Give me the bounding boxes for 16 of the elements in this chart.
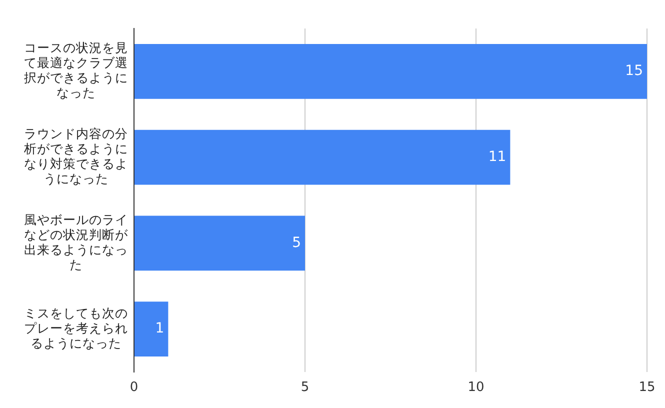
data-label: 5 [292,234,301,251]
y-tick-label: コースの状況を見て最適なクラブ選択ができるようになった [24,40,128,100]
y-tick-label: 風やボールのライなどの状況判断が出来るようになった [24,212,129,272]
bar [134,302,168,357]
x-tick-label: 5 [300,380,310,396]
x-tick-label: 10 [468,380,484,396]
data-label: 11 [488,148,506,165]
y-tick-label: ミスをしても次のプレーを考えられるようになった [24,305,128,350]
data-label: 1 [155,320,164,337]
bar [134,216,305,271]
bar [134,44,647,99]
x-tick-label: 15 [638,380,656,396]
data-label: 15 [625,63,643,80]
x-tick-label: 0 [130,380,138,396]
bar [134,130,510,185]
y-tick-label: ラウンド内容の分析ができるようになり対策できるようになった [23,126,128,186]
